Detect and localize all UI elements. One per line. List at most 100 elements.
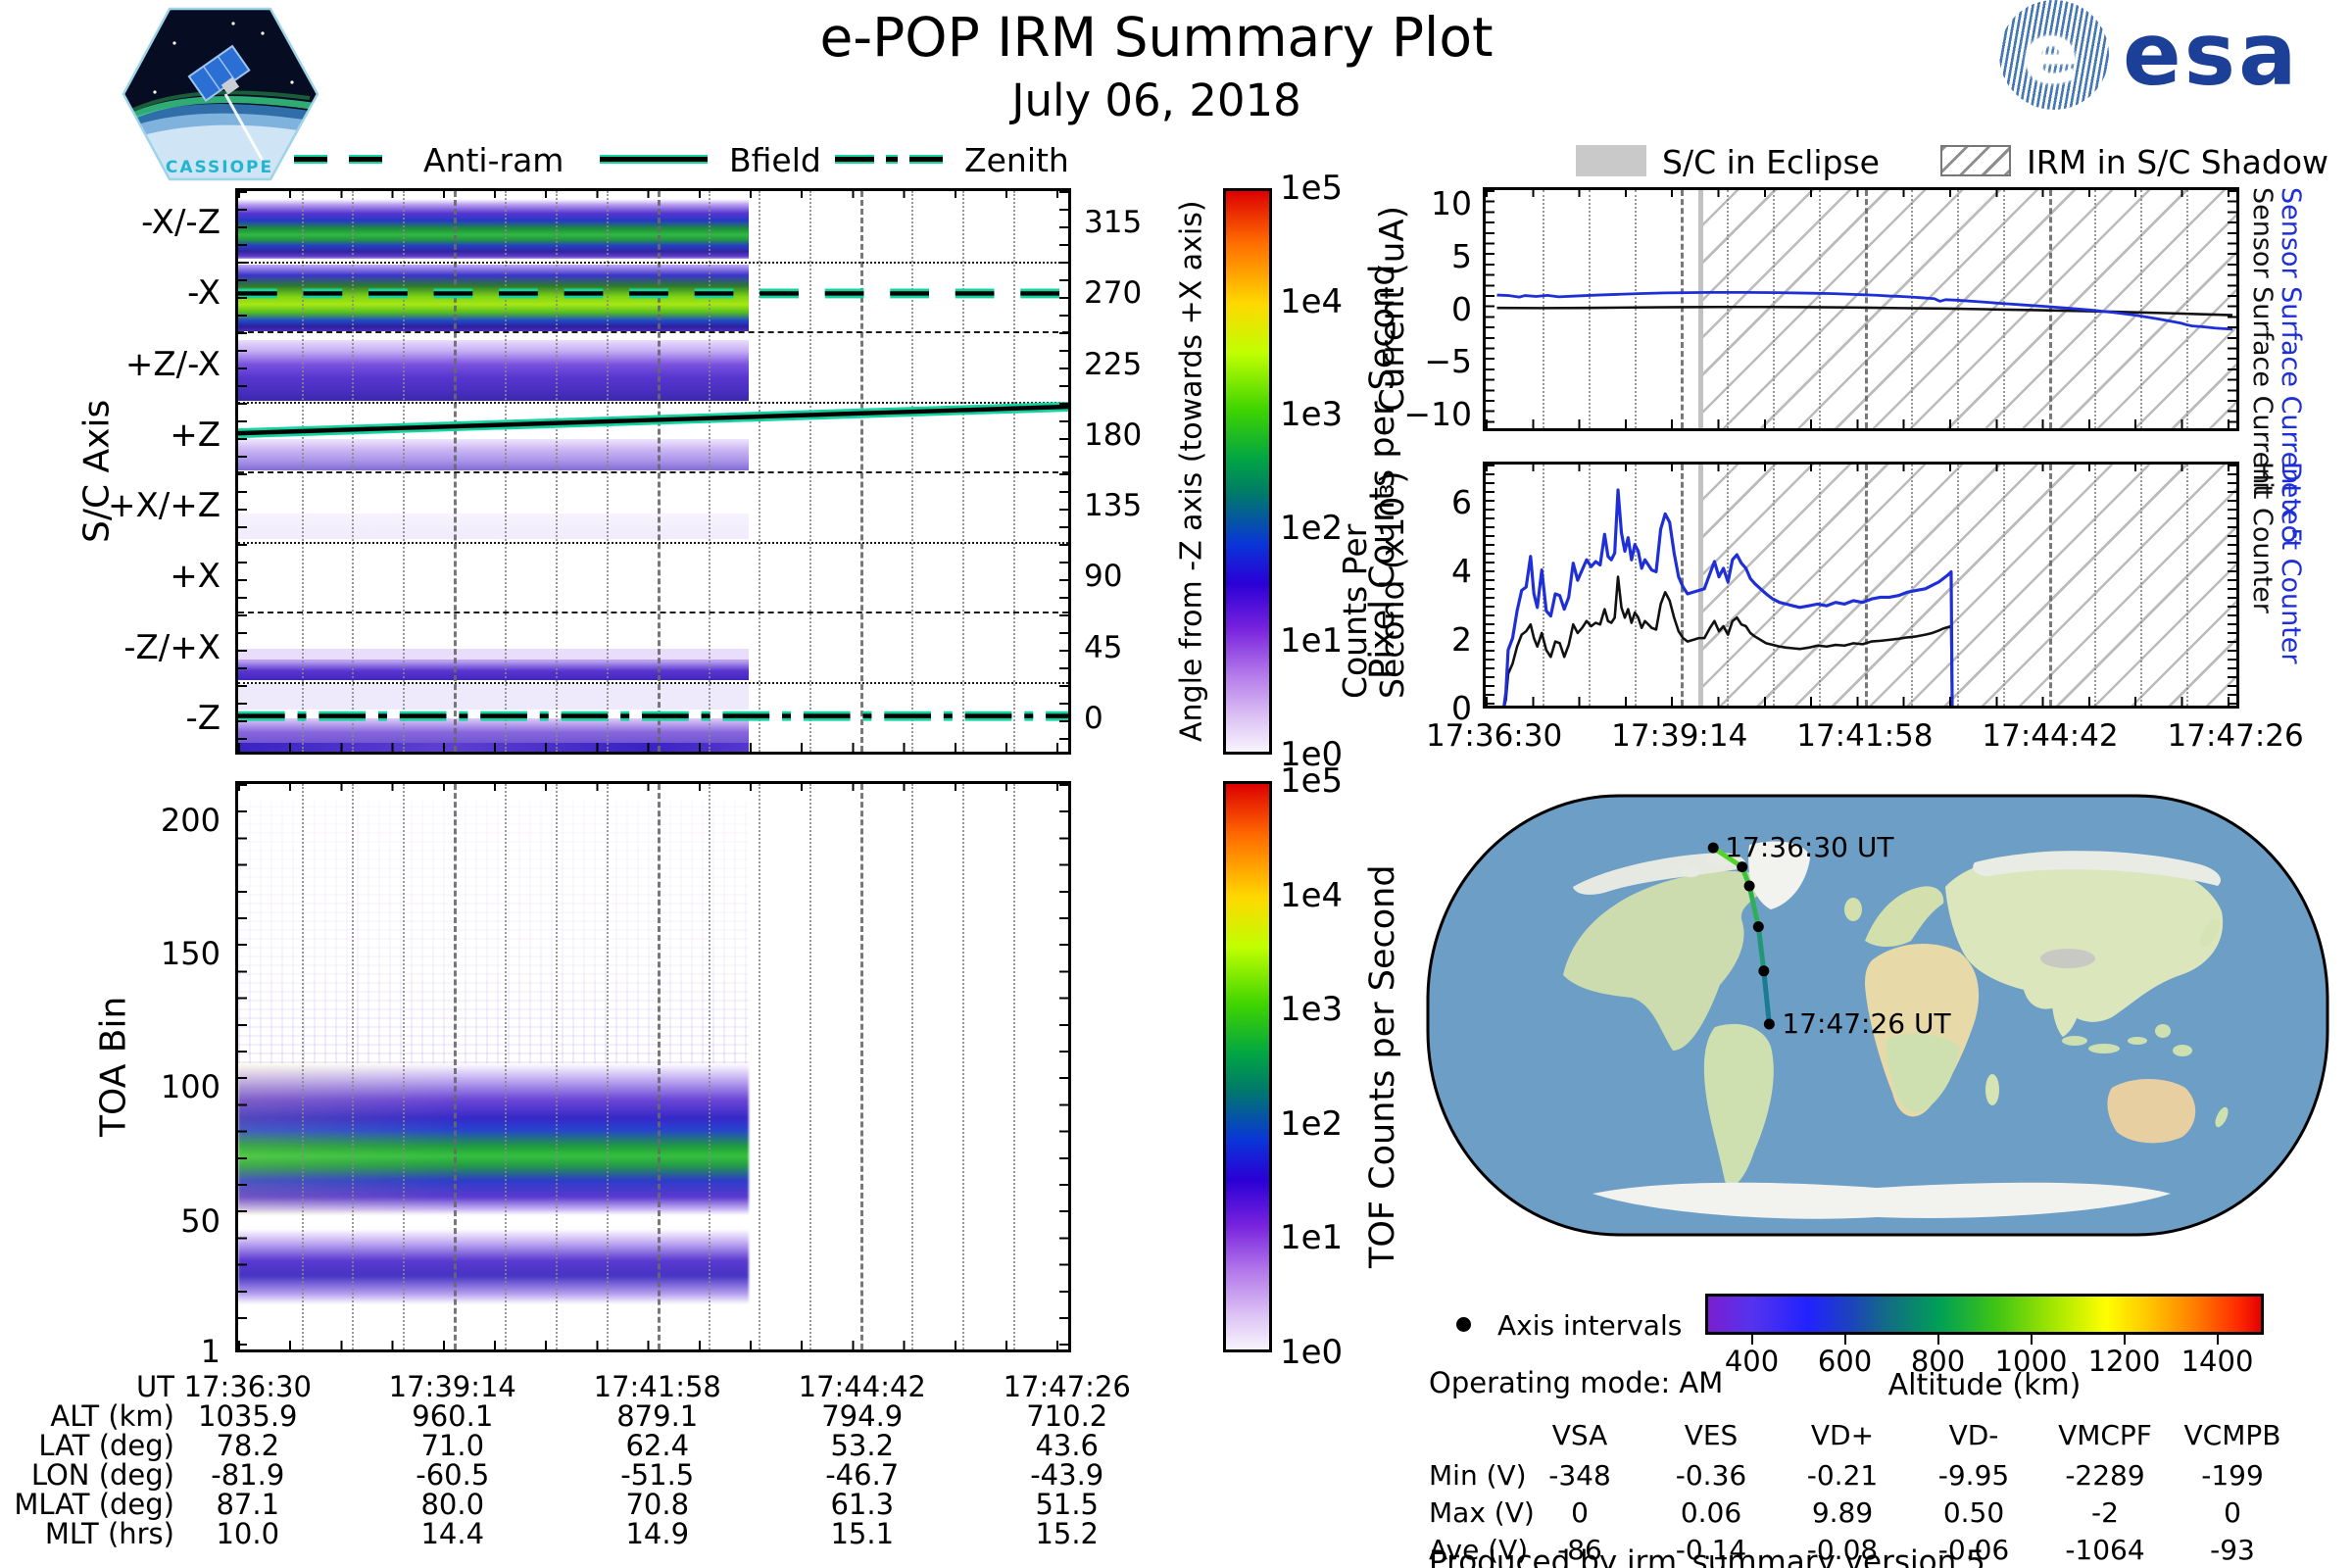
- toa-spectrogram-panel: [235, 781, 1071, 1352]
- spectrogram-overlay-lines: [238, 288, 1068, 721]
- tof-colorbar: [1223, 781, 1272, 1352]
- spectro-row-label: -X/-Z: [141, 203, 220, 243]
- alt-tick-label: 400: [1724, 1345, 1780, 1378]
- angle-tick-label: 135: [1084, 488, 1143, 524]
- shadow-hatch-swatch: [1940, 145, 2011, 176]
- band-row-pxpz: [238, 514, 749, 539]
- counts-series: [1502, 488, 1954, 706]
- gridline-major: [454, 784, 458, 1349]
- alt-tick-mark: [1843, 1335, 1846, 1345]
- voltage-col-header: VCMPB: [2183, 1419, 2281, 1451]
- tof-cbar-tick: 1e0: [1280, 1333, 1344, 1372]
- alt-tick-mark: [2030, 1335, 2033, 1345]
- footer-cell: 17:41:58: [593, 1370, 721, 1403]
- current-right-label-black: Sensor Surface Current: [2247, 187, 2278, 495]
- row-separator: [238, 681, 1068, 684]
- band-row-mz: [238, 717, 749, 744]
- track-point: [1737, 861, 1748, 873]
- axis-intervals-label: Axis intervals: [1497, 1309, 1683, 1342]
- gridline-minor: [1727, 465, 1730, 706]
- gridline-minor: [1727, 190, 1730, 428]
- voltage-cell: -0.06: [1937, 1534, 2010, 1566]
- series-hit-counter: [1502, 575, 1954, 706]
- footer-cell: 80.0: [420, 1488, 485, 1521]
- track-point: [1752, 921, 1764, 933]
- footer-cell: 14.9: [625, 1517, 690, 1550]
- band-row-zx: [238, 340, 749, 402]
- bfield-label: Bfield: [729, 141, 821, 179]
- current-tick-label: −10: [1403, 394, 1472, 433]
- footer-cell: 15.1: [830, 1517, 895, 1550]
- voltage-cell: -1064: [2065, 1534, 2145, 1566]
- current-right-label-blue: Sensor Surface Current x 5: [2276, 187, 2306, 545]
- voltage-cell: -2289: [2065, 1459, 2145, 1492]
- footer-cell: 70.8: [625, 1488, 690, 1521]
- spectro-row-label: +X: [170, 557, 220, 597]
- left-ticks: [238, 191, 247, 752]
- gridline-minor: [301, 784, 304, 1349]
- current-tick-label: 5: [1451, 236, 1472, 275]
- anti-ram-label: Anti-ram: [423, 141, 564, 179]
- gridline-minor: [1635, 190, 1638, 428]
- top-ticks: [1486, 190, 2236, 197]
- esa-wordmark: esa: [2123, 4, 2300, 105]
- produced-by: Produced by irm_summary version 5: [1429, 1544, 1985, 1568]
- gridline-minor: [352, 784, 355, 1349]
- footer-cell: 960.1: [412, 1399, 494, 1433]
- footer-cell: 51.5: [1035, 1488, 1100, 1521]
- gridline-minor: [911, 784, 914, 1349]
- toa-tick-label: 1: [200, 1333, 220, 1370]
- toa-image: [238, 784, 1068, 1349]
- band-row-mzpx: [238, 660, 749, 680]
- gridline-major: [860, 784, 864, 1349]
- voltage-col-header: VSA: [1551, 1419, 1608, 1451]
- gridline-minor: [2186, 465, 2189, 706]
- track-segment: [1761, 970, 1772, 1025]
- gridline-minor: [2140, 190, 2143, 428]
- voltage-cell: -348: [1548, 1459, 1611, 1492]
- esa-globe-icon: e: [1999, 0, 2109, 110]
- voltage-row-label: Ave (V): [1429, 1534, 1529, 1566]
- eclipse-swatch: [1576, 145, 1646, 176]
- toa-tick-label: 100: [160, 1068, 220, 1106]
- voltage-cell: -93: [2210, 1534, 2255, 1566]
- track-segment: [1711, 846, 1744, 869]
- voltage-row-label: Min (V): [1429, 1459, 1527, 1492]
- band-row-mz-fringe: [238, 684, 749, 710]
- angle-tick-label: 270: [1084, 275, 1143, 312]
- track-start-label: 17:36:30 UT: [1725, 831, 1894, 863]
- gridline-minor: [1910, 465, 1913, 706]
- footer-cell: 710.2: [1026, 1399, 1108, 1433]
- spectrogram-row-separators: [238, 191, 1068, 752]
- footer-cell: -43.9: [1030, 1458, 1104, 1492]
- row-separator: [238, 612, 1068, 613]
- series-sensor-surface-current: [1496, 305, 2233, 317]
- angle-tick-label: 180: [1084, 416, 1143, 453]
- toa-tick-label: 50: [180, 1201, 220, 1240]
- row-separator: [238, 331, 1068, 333]
- counts-tick-label: 2: [1451, 620, 1472, 659]
- voltage-cell: 0: [2224, 1496, 2241, 1529]
- footer-cell: 61.3: [830, 1488, 895, 1521]
- zenith-label: Zenith: [964, 141, 1069, 179]
- voltage-cell: 0.06: [1680, 1496, 1742, 1529]
- pixel-colorbar: [1223, 188, 1272, 755]
- row-separator: [238, 471, 1068, 473]
- voltage-cell: -86: [1557, 1534, 1602, 1566]
- band-row-xz: [238, 199, 749, 259]
- gridline-minor: [708, 784, 710, 1349]
- footer-cell: 17:36:30: [183, 1370, 312, 1403]
- gridline-minor: [2140, 465, 2143, 706]
- gridline-minor: [1772, 465, 1775, 706]
- eclipse-label: S/C in Eclipse: [1662, 143, 1880, 181]
- left-ticks: [238, 784, 247, 1349]
- gridline-minor: [2002, 465, 2005, 706]
- zenith-line-sample: [835, 155, 943, 164]
- footer-cell: 17:47:26: [1003, 1370, 1131, 1403]
- footer-row-label: MLAT (deg): [14, 1488, 174, 1521]
- voltage-cell: -9.95: [1937, 1459, 2010, 1492]
- spectro-row-label: -Z: [185, 698, 220, 738]
- gridline-major: [1681, 190, 1685, 428]
- right-ticks: [2228, 465, 2236, 706]
